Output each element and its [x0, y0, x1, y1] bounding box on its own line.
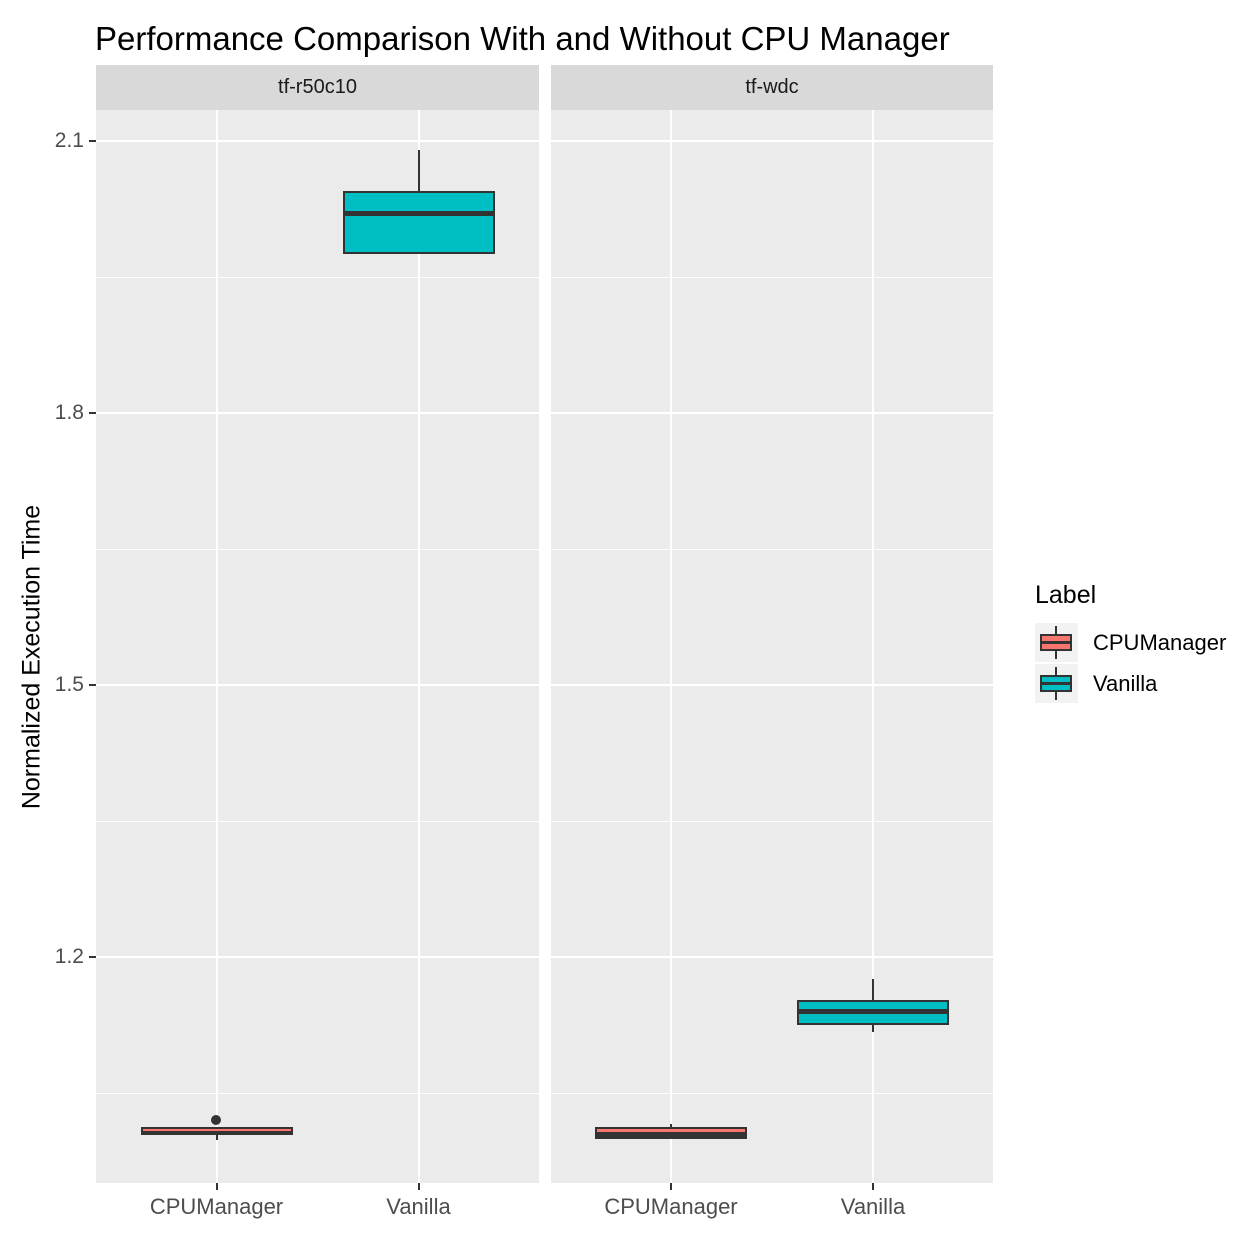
gridline-major: [96, 140, 539, 142]
gridline-vertical: [215, 110, 218, 1183]
legend-entries: CPUManager Vanilla: [1035, 623, 1226, 703]
y-axis-tick-label: 1.2: [54, 945, 84, 969]
legend-key-median: [1042, 682, 1070, 685]
gridline-minor: [96, 1093, 539, 1094]
gridline-minor: [96, 821, 539, 822]
legend-entry: CPUManager: [1035, 623, 1226, 662]
x-axis-tick-label: Vanilla: [386, 1194, 451, 1219]
median-line: [799, 1009, 947, 1015]
legend-entry-label: Vanilla: [1093, 670, 1158, 696]
gridline-major: [551, 684, 993, 686]
upper-whisker: [872, 978, 874, 1000]
upper-whisker: [670, 1124, 672, 1127]
upper-whisker: [417, 149, 420, 191]
y-axis-tick-label: 1.5: [54, 673, 84, 697]
chart-title: Performance Comparison With and Without …: [95, 20, 950, 57]
gridline-minor: [551, 549, 993, 550]
lower-whisker: [215, 1134, 218, 1141]
y-axis-tick-label: 1.8: [54, 400, 84, 424]
gridline-minor: [96, 549, 539, 550]
legend-entry-label: CPUManager: [1093, 629, 1227, 655]
x-axis-tick-label: CPUManager: [149, 1194, 284, 1219]
x-axis-tick-label: CPUManager: [604, 1194, 738, 1219]
y-axis-tick-mark: [89, 139, 96, 142]
y-axis-tick-mark: [89, 956, 96, 959]
outlier-point: [210, 1115, 221, 1126]
gridline-major: [96, 412, 539, 414]
legend-key-boxplot-icon: [1035, 623, 1078, 662]
gridline-minor: [551, 821, 993, 822]
facet-strip: tf-wdc: [551, 65, 993, 110]
y-axis-tick-label: 2.1: [54, 128, 84, 152]
legend-title: Label: [1035, 581, 1097, 609]
median-line: [597, 1131, 745, 1137]
x-axis-tick-mark: [872, 1183, 874, 1190]
gridline-major: [551, 140, 993, 142]
legend: Label CPUManager Vanilla: [1035, 581, 1226, 705]
gridline-major: [96, 684, 539, 686]
gridline-vertical: [417, 110, 420, 1183]
x-axis-tick-mark: [215, 1183, 218, 1190]
gridline-minor: [551, 1093, 993, 1094]
x-axis-tick-mark: [670, 1183, 672, 1190]
legend-key-median: [1042, 641, 1070, 644]
panel-background: [96, 110, 539, 1183]
gridline-vertical: [872, 110, 874, 1183]
box-vanilla: [342, 190, 495, 255]
median-line: [142, 1130, 291, 1133]
gridline-minor: [96, 277, 539, 278]
legend-key-boxplot-icon: [1035, 664, 1078, 703]
gridline-minor: [551, 277, 993, 278]
lower-whisker: [872, 1025, 874, 1033]
y-axis-title: Normalized Execution Time: [17, 504, 46, 810]
y-axis-tick-mark: [89, 684, 96, 687]
y-axis-tick-mark: [89, 411, 96, 414]
x-axis-tick-label: Vanilla: [840, 1194, 906, 1219]
gridline-vertical: [670, 110, 672, 1183]
gridline-major: [96, 956, 539, 958]
gridline-major: [551, 412, 993, 414]
facet-strip: tf-r50c10: [96, 65, 539, 110]
gridline-major: [551, 956, 993, 958]
legend-entry: Vanilla: [1035, 664, 1226, 703]
x-axis-tick-mark: [417, 1183, 420, 1190]
median-line: [344, 210, 493, 216]
